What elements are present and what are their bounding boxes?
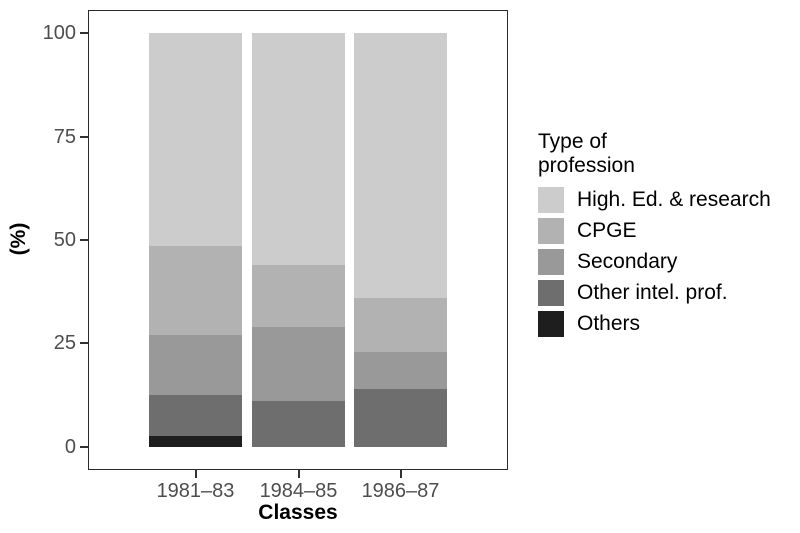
bar-segment	[354, 388, 447, 447]
bar	[149, 33, 242, 447]
bar-segment	[252, 326, 345, 402]
y-tick-label: 25	[53, 332, 76, 355]
legend-item: Secondary	[538, 249, 771, 275]
x-tick-label: 1986–87	[361, 480, 440, 502]
legend-item: High. Ed. & research	[538, 187, 771, 213]
legend-label: CPGE	[577, 219, 637, 242]
y-tick-label: 100	[42, 22, 76, 45]
x-tick-label: 1984–85	[259, 480, 338, 502]
y-tick-label: 50	[53, 229, 76, 251]
bar-segment	[252, 401, 345, 447]
y-tick	[80, 32, 88, 35]
y-tick	[80, 342, 88, 345]
bar	[354, 33, 447, 447]
legend-label: High. Ed. & research	[577, 188, 771, 211]
legend-key	[538, 218, 564, 244]
x-tick	[399, 470, 402, 478]
bar-segment	[149, 395, 242, 437]
bar-segment	[149, 246, 242, 336]
x-tick	[297, 470, 300, 478]
bar-segment	[149, 436, 242, 447]
legend-label: Other intel. prof.	[577, 281, 728, 304]
bar	[252, 33, 345, 447]
legend-label: Others	[577, 312, 641, 335]
y-tick-label: 0	[64, 435, 76, 458]
bar-segment	[149, 33, 242, 247]
legend: Type of profession High. Ed. & research C…	[538, 130, 771, 342]
legend-key	[538, 280, 564, 306]
x-tick-label: 1981–83	[156, 480, 235, 502]
bar-segment	[354, 33, 447, 298]
x-tick	[194, 470, 197, 478]
legend-key	[538, 311, 564, 337]
legend-item: Other intel. prof.	[538, 280, 771, 306]
bar-segment	[149, 335, 242, 395]
x-axis-title: Classes	[258, 501, 338, 524]
y-tick	[80, 135, 88, 138]
legend-title: Type of profession	[538, 130, 635, 177]
y-tick	[80, 445, 88, 448]
bar-segment	[252, 264, 345, 327]
legend-label: Secondary	[577, 250, 678, 273]
legend-items: High. Ed. & research CPGE Secondary Other i…	[538, 187, 771, 337]
bar-segment	[354, 297, 447, 352]
y-tick	[80, 239, 88, 241]
legend-key	[538, 249, 564, 275]
bar-segment	[354, 351, 447, 389]
legend-item: Others	[538, 311, 771, 337]
legend-item: CPGE	[538, 218, 771, 244]
y-tick-label: 75	[53, 125, 76, 148]
bar-segment	[252, 33, 345, 265]
legend-key	[538, 187, 564, 213]
